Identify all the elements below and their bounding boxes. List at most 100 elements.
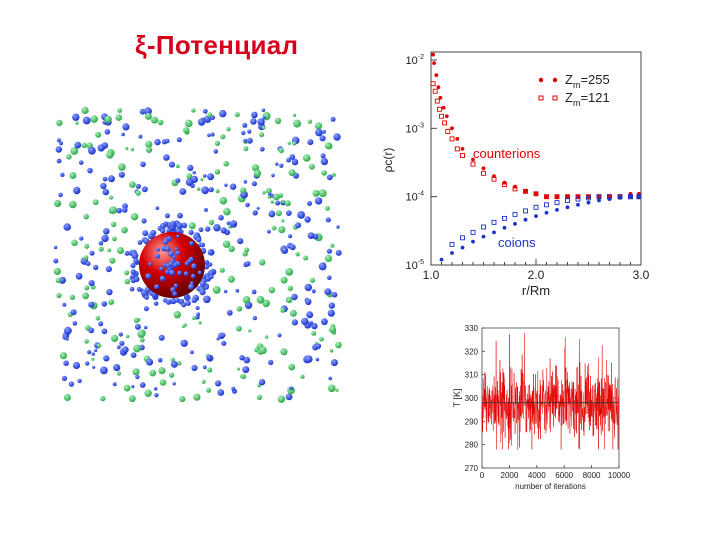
legend-marker <box>538 95 544 101</box>
counterion-particle <box>103 355 110 362</box>
counterion-particle <box>275 162 279 166</box>
counterion-particle <box>157 357 163 363</box>
counterion-particle <box>172 291 178 297</box>
counterion-particle <box>181 222 188 229</box>
coion-particle <box>309 277 316 283</box>
coion-particle <box>98 246 104 252</box>
counterion-particle <box>141 218 147 224</box>
coion-particle <box>198 321 202 325</box>
coion-particle <box>262 125 266 130</box>
counterion-particle <box>291 158 299 166</box>
coion-particle <box>83 213 89 220</box>
data-point <box>502 215 507 221</box>
counterion-particle <box>124 250 130 256</box>
counterion-particle <box>289 244 296 251</box>
coion-particle <box>234 112 240 118</box>
counterion-particle <box>176 222 183 229</box>
data-point <box>597 194 601 199</box>
counterion-particle <box>175 178 181 183</box>
coion-particle <box>236 367 240 371</box>
x-axis-label: r/Rm <box>522 283 550 298</box>
coion-particle <box>262 299 271 308</box>
coion-particle <box>248 329 252 333</box>
counterion-particle <box>129 286 135 292</box>
counterion-particle <box>251 289 257 295</box>
counterion-particle <box>311 289 316 294</box>
coion-particle <box>84 243 90 249</box>
coion-particle <box>56 119 63 127</box>
counterion-particle <box>192 170 196 175</box>
counterion-particle <box>100 182 107 190</box>
counterion-particle <box>257 118 265 126</box>
x-tick-label: 1.0 <box>423 268 440 282</box>
counterion-particle <box>213 224 221 232</box>
counterion-particle <box>305 298 312 305</box>
counterion-particle <box>277 333 282 338</box>
counterion-particle <box>104 129 111 135</box>
coion-particle <box>270 200 275 204</box>
y-tick-label: 320 <box>465 347 479 356</box>
coion-particle <box>185 119 193 128</box>
data-point <box>442 120 448 126</box>
counterion-particle <box>62 302 67 307</box>
counterion-particle <box>165 263 171 269</box>
counterion-particle <box>118 171 125 178</box>
counterion-particle <box>53 258 59 264</box>
counterion-particle <box>146 358 154 366</box>
counterion-particle <box>138 134 143 139</box>
coion-particle <box>84 339 89 344</box>
counterion-particle <box>195 306 200 310</box>
counterion-particle <box>199 280 206 287</box>
counterion-particle <box>237 238 244 245</box>
counterion-particle <box>63 360 69 367</box>
counterion-particle <box>61 375 68 381</box>
coion-particle <box>288 169 296 177</box>
data-point <box>460 153 465 158</box>
counterion-particle <box>215 380 222 387</box>
counterion-particle <box>187 164 194 171</box>
counterion-particle <box>252 315 258 321</box>
coion-particle <box>115 114 123 121</box>
counterion-particle <box>256 206 260 210</box>
counterion-particle <box>177 212 183 219</box>
coion-particle <box>295 252 300 257</box>
counterion-particle <box>143 306 149 312</box>
coion-particle <box>293 119 302 128</box>
counterion-particle <box>207 249 214 256</box>
coion-particle <box>157 119 164 126</box>
counterion-particle <box>271 173 275 178</box>
coion-particle <box>330 243 335 248</box>
data-point <box>555 194 559 199</box>
data-point <box>544 210 549 215</box>
coion-particle <box>116 371 122 376</box>
x-tick-label: 4000 <box>528 471 546 480</box>
coion-particle <box>236 325 242 332</box>
data-point <box>449 136 455 142</box>
data-point <box>554 194 560 200</box>
coion-particle <box>75 121 79 125</box>
counterion-particle <box>252 210 258 216</box>
counterion-particle <box>261 108 266 112</box>
counterion-particle <box>148 262 153 266</box>
coion-particle <box>259 132 265 138</box>
counterion-particle <box>55 146 63 153</box>
coion-particle <box>329 325 337 334</box>
counterion-particle <box>202 108 208 114</box>
coion-particle <box>244 247 250 253</box>
counterion-particle <box>170 222 176 227</box>
counterion-particle <box>163 221 169 226</box>
coion-particle <box>173 311 181 319</box>
coion-particle <box>318 189 327 198</box>
counterion-particle <box>279 163 284 168</box>
counterion-particle <box>153 387 158 391</box>
coion-particle <box>335 388 339 392</box>
counterion-particle <box>98 240 104 246</box>
data-point <box>523 189 528 194</box>
coion-particle <box>242 296 251 304</box>
counterion-particle <box>102 188 110 196</box>
counterion-particle <box>173 262 178 268</box>
data-point <box>597 198 601 203</box>
counterion-particle <box>335 249 342 256</box>
counterion-particle <box>92 365 96 369</box>
counterion-particle <box>319 135 326 142</box>
